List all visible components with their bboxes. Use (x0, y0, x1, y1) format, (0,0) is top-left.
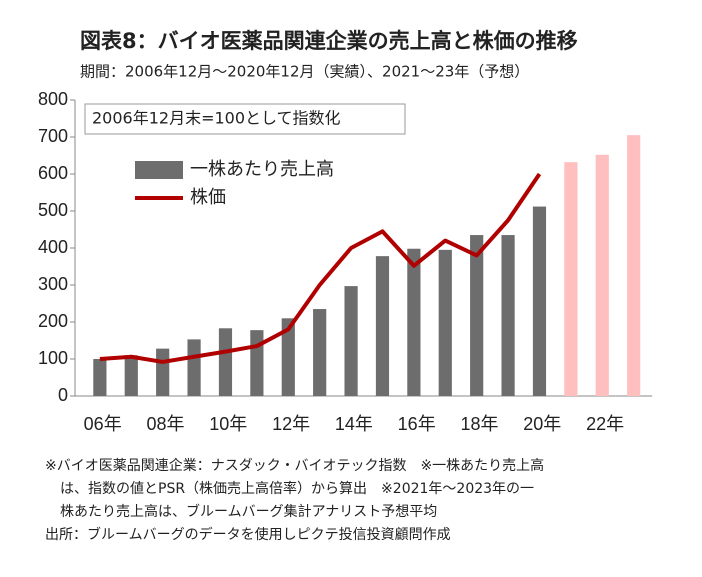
y-tick-label: 0 (58, 385, 68, 405)
chart-title: 図表8：バイオ医薬品関連企業の売上高と株価の推移 (80, 29, 578, 53)
note: 出所：ブルームバーグのデータを使用しピクテ投信投資顧問作成 (45, 526, 451, 543)
bar (407, 248, 421, 396)
y-tick-label: 200 (38, 311, 68, 331)
bar (627, 135, 641, 396)
x-tick-label: 18年 (460, 414, 498, 434)
legend-label: 一株あたり売上高 (190, 159, 334, 180)
y-tick-label: 600 (38, 163, 68, 183)
bar (532, 206, 547, 396)
bar (501, 235, 515, 396)
y-tick-label: 400 (38, 237, 68, 257)
annotation: 2006年12月末=100として指数化 (92, 109, 341, 128)
legend-label: 株価 (190, 187, 226, 208)
bar (187, 339, 201, 396)
y-tick-label: 500 (38, 200, 68, 220)
bar (156, 348, 170, 396)
x-tick-label: 22年 (586, 414, 624, 434)
bar (93, 359, 107, 396)
bar (281, 318, 295, 396)
x-tick-label: 10年 (209, 414, 247, 434)
bar (218, 328, 233, 396)
x-tick-label: 12年 (272, 414, 310, 434)
bar (595, 154, 609, 396)
bar (124, 355, 138, 396)
bar (250, 330, 264, 396)
note: ※バイオ医薬品関連企業：ナスダック・バイオテック指数 ※一株あたり売上高 (45, 457, 544, 474)
bar (438, 249, 452, 396)
bar (564, 162, 578, 396)
bar (344, 286, 358, 396)
x-tick-label: 16年 (398, 414, 436, 434)
line (99, 172, 542, 364)
x-tick-label: 14年 (335, 414, 373, 434)
y-tick-label: 300 (38, 274, 68, 294)
y-tick-label: 100 (38, 348, 68, 368)
bar (313, 309, 327, 396)
chart-subtitle: 期間：2006年12月～2020年12月（実績）、2021～23年（予想） (80, 63, 529, 81)
bar (375, 256, 390, 396)
bar (470, 235, 484, 396)
annotation-box (84, 103, 406, 135)
x-tick-label: 08年 (146, 414, 184, 434)
legend-swatch (135, 161, 183, 179)
x-tick-label: 20年 (523, 414, 561, 434)
note: 株あたり売上高は、ブルームバーグ集計アナリスト予想平均 (60, 503, 437, 520)
y-tick-label: 800 (38, 89, 68, 109)
note: は、指数の値とPSR（株価売上高倍率）から算出 ※2021年～2023年の一 (60, 480, 534, 497)
y-tick-label: 700 (38, 126, 68, 146)
x-tick-label: 06年 (84, 414, 122, 434)
